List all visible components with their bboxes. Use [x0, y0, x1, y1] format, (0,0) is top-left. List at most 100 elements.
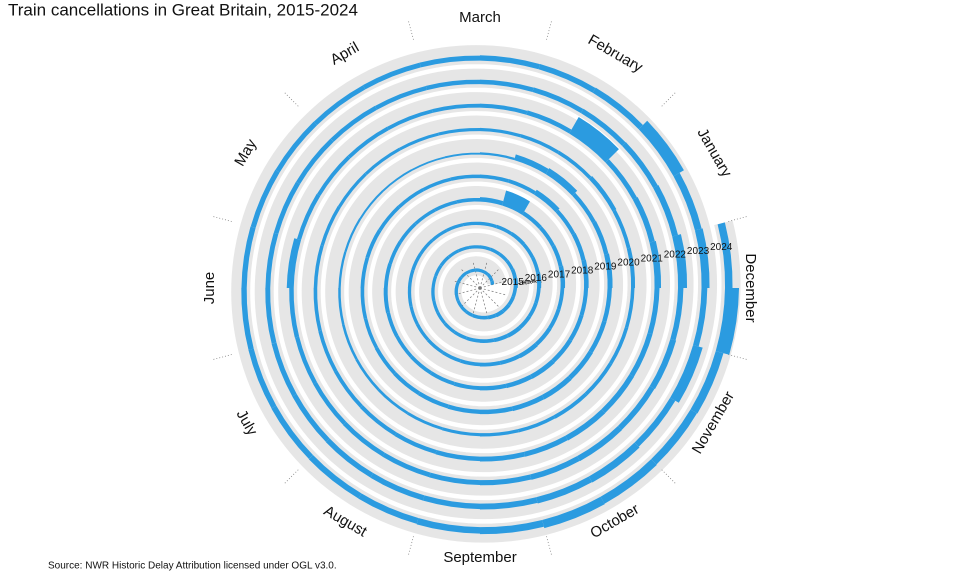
month-label: April: [327, 39, 361, 69]
bar: [588, 442, 640, 483]
bar: [364, 147, 401, 175]
bar: [632, 197, 655, 243]
bar: [386, 312, 399, 337]
bar: [419, 55, 480, 68]
bar: [414, 208, 436, 225]
bar: [602, 288, 612, 322]
bar: [388, 241, 402, 265]
bar: [378, 205, 401, 232]
bar: [653, 185, 679, 237]
bar: [431, 288, 436, 301]
bar: [532, 87, 584, 114]
bar: [398, 222, 417, 243]
bar: [579, 288, 589, 316]
bar: [456, 197, 480, 204]
bar: [265, 288, 277, 344]
bar: [469, 268, 476, 273]
bar: [588, 320, 607, 354]
bar: [670, 288, 684, 341]
bar: [432, 103, 480, 113]
bar: [541, 376, 572, 400]
bar: [513, 277, 518, 288]
bar: [527, 302, 538, 318]
bar: [383, 288, 390, 314]
bar: [496, 224, 513, 236]
bar: [456, 299, 463, 308]
bar: [601, 374, 635, 414]
bar: [374, 346, 397, 375]
bar: [499, 354, 521, 365]
bar: [411, 156, 446, 171]
bar: [423, 495, 480, 510]
bar: [534, 288, 541, 304]
bar: [407, 269, 415, 288]
bar: [533, 189, 560, 213]
bar: [386, 109, 434, 131]
bar: [334, 370, 363, 408]
bar: [717, 222, 733, 288]
bar: [465, 310, 474, 318]
bar: [318, 330, 338, 373]
source-note: Source: NWR Historic Delay Attribution l…: [48, 561, 337, 572]
bar: [638, 120, 684, 177]
bar: [460, 272, 467, 279]
bar: [715, 288, 740, 355]
bar: [489, 276, 494, 283]
bar: [480, 519, 544, 535]
bar: [480, 338, 495, 343]
bar: [365, 229, 382, 259]
bar: [313, 245, 324, 288]
bar: [502, 190, 530, 215]
bar: [542, 496, 605, 529]
spiral-band: [231, 45, 741, 543]
month-divider: [728, 215, 748, 222]
bar: [342, 324, 358, 360]
bar: [555, 209, 576, 236]
bar: [649, 240, 662, 288]
bar: [505, 259, 514, 271]
bar: [363, 318, 379, 349]
bar: [693, 288, 708, 347]
bar: [395, 335, 413, 358]
bar: [505, 374, 533, 389]
month-divider: [407, 536, 414, 556]
bar: [565, 409, 606, 441]
bar: [480, 79, 534, 92]
bar: [518, 342, 538, 359]
bar: [425, 79, 480, 91]
bar: [647, 288, 660, 335]
bar: [313, 85, 366, 126]
bar: [374, 85, 427, 110]
center-spoke: [479, 260, 488, 289]
bar: [382, 452, 431, 478]
bar: [548, 308, 561, 330]
bar: [569, 117, 619, 163]
bar: [480, 152, 515, 161]
bar: [342, 421, 385, 457]
bar: [338, 251, 347, 288]
bar: [454, 288, 459, 295]
bar: [294, 336, 317, 385]
bar: [418, 391, 449, 409]
month-divider: [407, 20, 414, 40]
bar: [286, 238, 302, 288]
bar: [605, 159, 637, 200]
bar: [480, 429, 519, 437]
bar: [410, 355, 432, 375]
month-divider: [661, 469, 677, 485]
center-spoke: [479, 287, 501, 309]
month-divider: [728, 354, 748, 361]
bar: [536, 271, 542, 288]
bar: [530, 359, 555, 379]
bar: [430, 371, 455, 386]
bar: [507, 296, 516, 306]
bar: [464, 269, 472, 275]
bar: [358, 493, 419, 524]
bar: [490, 280, 495, 286]
bar: [480, 197, 504, 206]
bar: [447, 249, 460, 259]
bar: [480, 103, 528, 115]
bar: [487, 313, 497, 320]
year-label: 2022: [664, 250, 687, 261]
